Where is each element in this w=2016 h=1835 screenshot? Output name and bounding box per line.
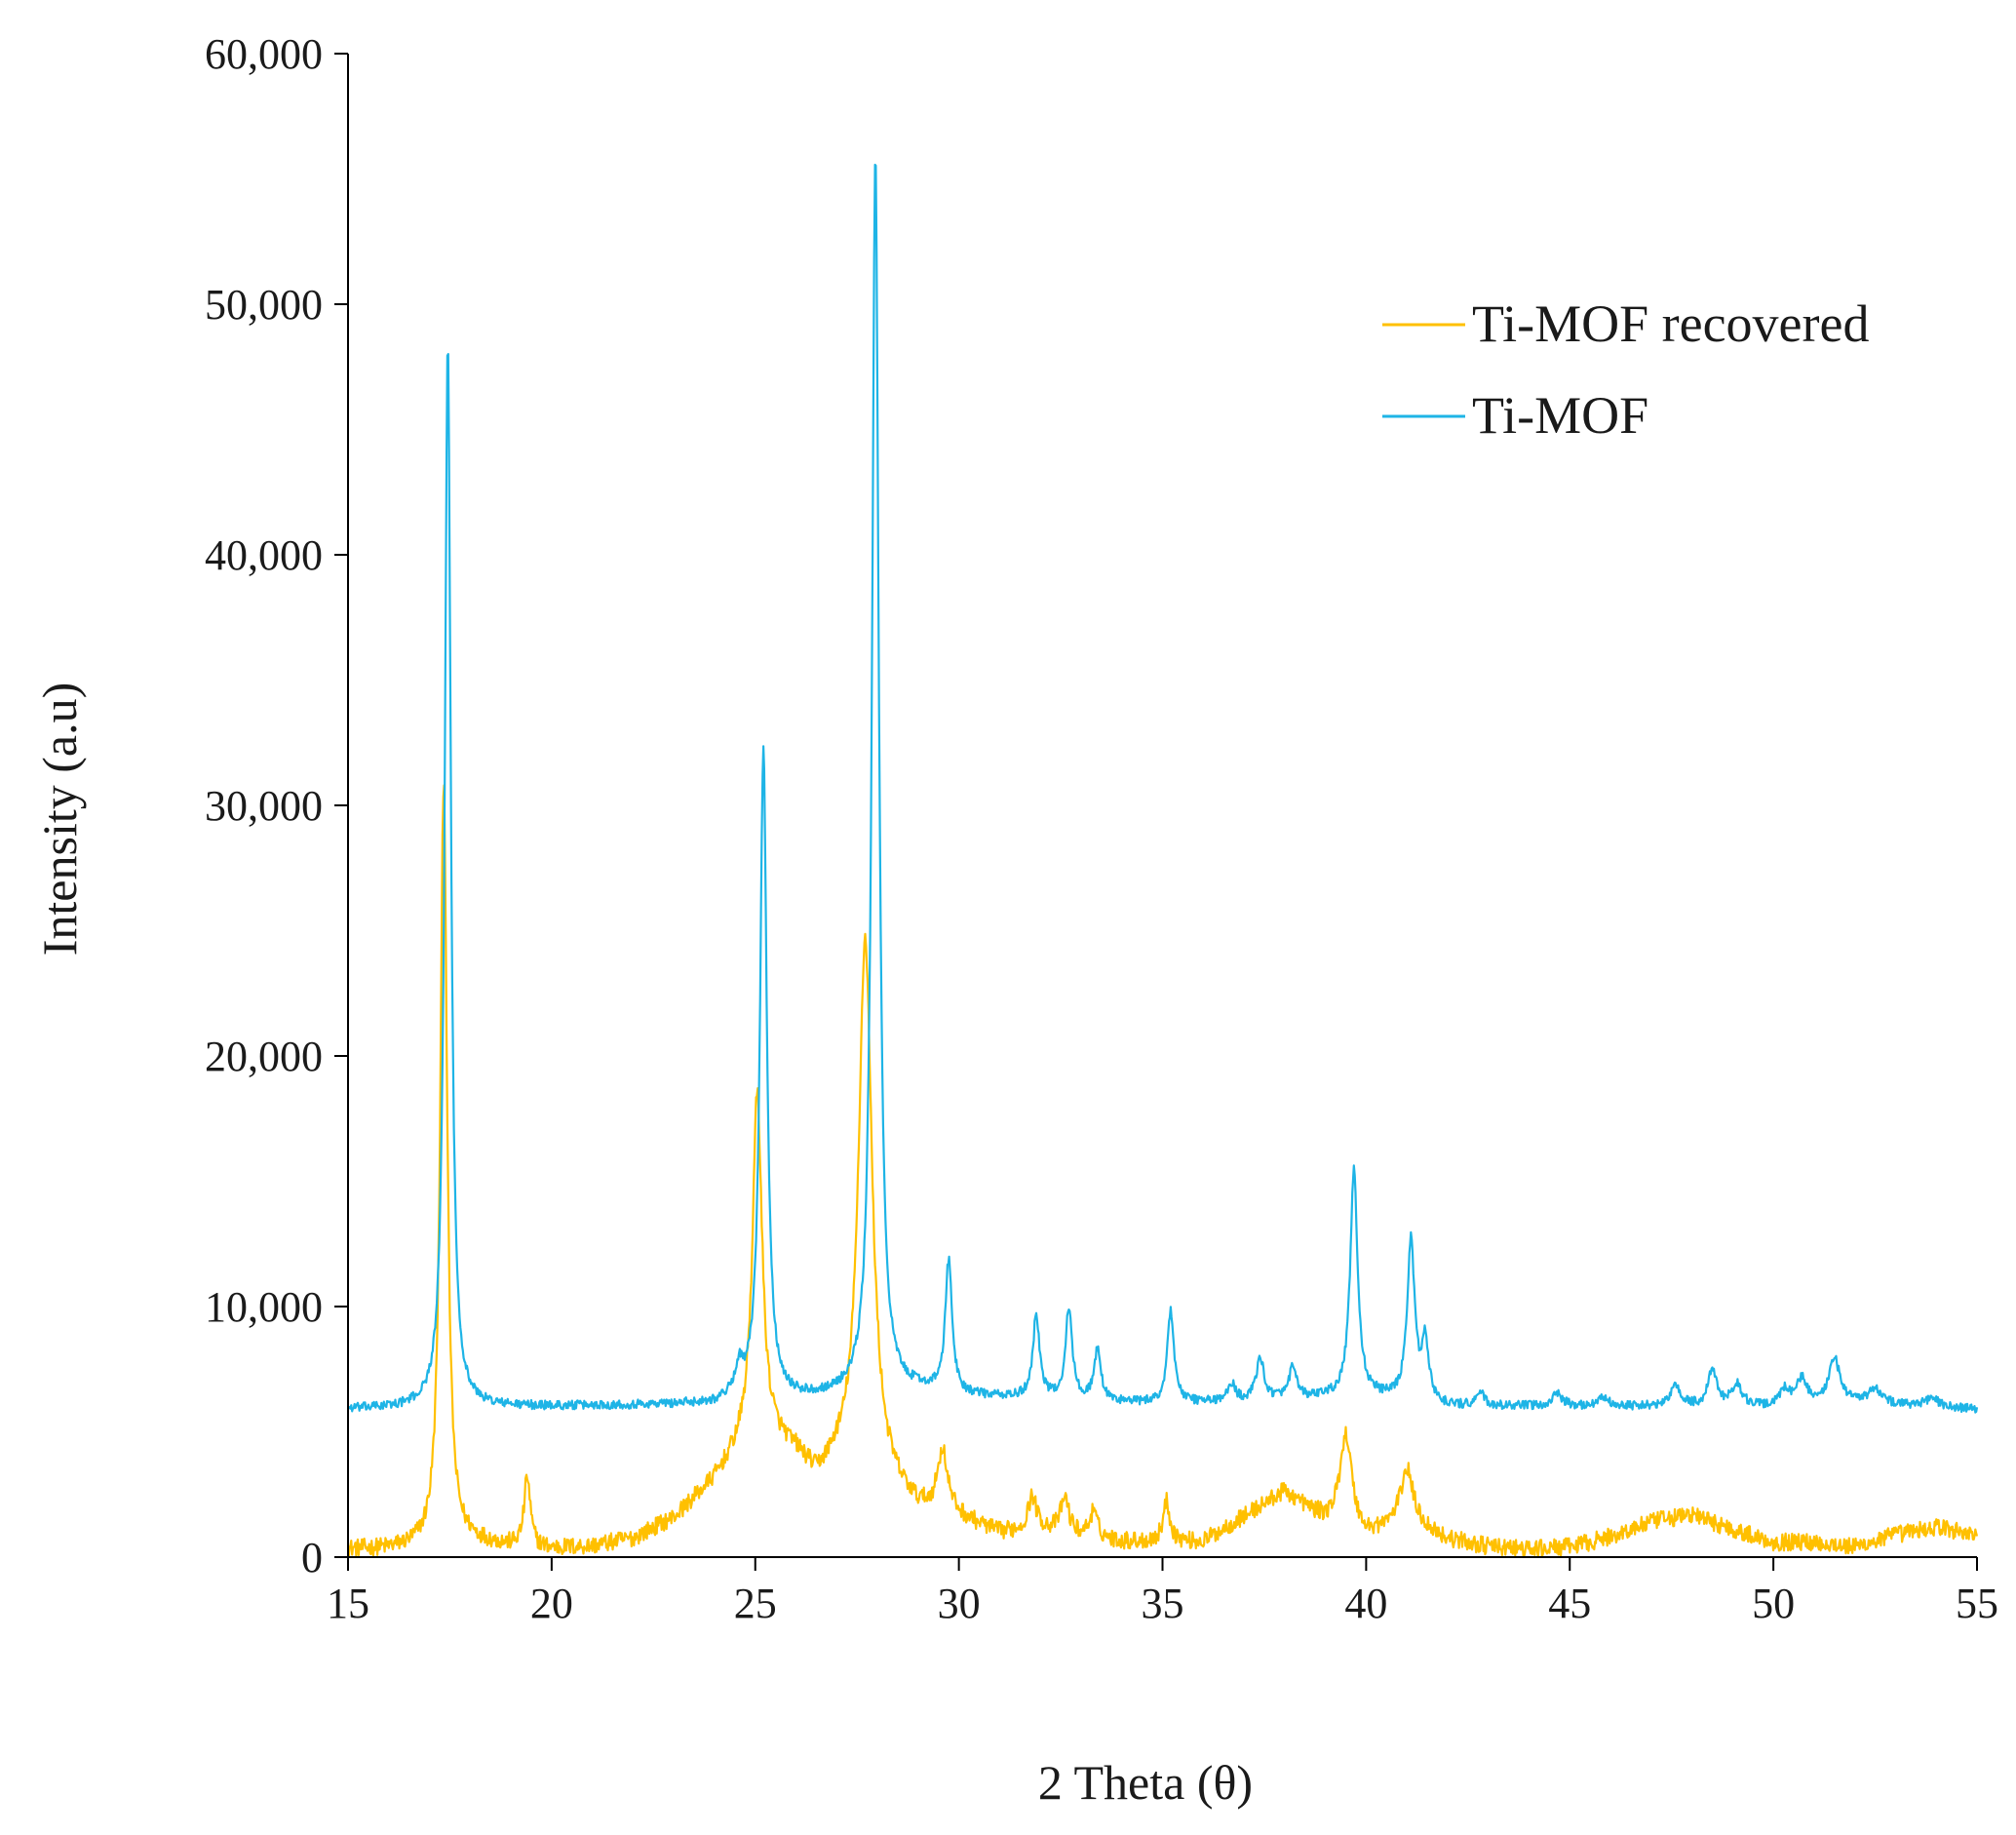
series-line-ti-mof-recovered <box>347 784 1979 1558</box>
legend-label-ti-mof: Ti-MOF <box>1472 386 1648 445</box>
x-tick-label: 25 <box>734 1580 777 1627</box>
x-ticks: 15 20 25 30 35 40 45 50 55 <box>327 1557 1998 1627</box>
y-tick-label: 50,000 <box>205 281 323 329</box>
y-tick-label: 60,000 <box>205 30 323 78</box>
x-tick-label: 45 <box>1548 1580 1591 1627</box>
x-tick-label: 20 <box>530 1580 573 1627</box>
x-axis-title: 2 Theta (θ) <box>1038 1755 1253 1810</box>
series-line-ti-mof <box>347 163 1979 1414</box>
axes-layer <box>347 54 1977 1558</box>
series-layer <box>347 163 1979 1558</box>
x-tick-label: 35 <box>1142 1580 1184 1627</box>
legend: Ti-MOF recovered Ti-MOF <box>1382 294 1869 445</box>
x-tick-label: 30 <box>938 1580 981 1627</box>
y-tick-label: 40,000 <box>205 531 323 579</box>
y-tick-label: 0 <box>301 1534 323 1581</box>
x-tick-label: 50 <box>1752 1580 1795 1627</box>
y-tick-label: 20,000 <box>205 1033 323 1080</box>
y-ticks: 0 10,000 20,000 30,000 40,000 50,000 60,000 <box>205 30 348 1581</box>
legend-label-ti-mof-recovered: Ti-MOF recovered <box>1472 294 1869 353</box>
x-tick-label: 40 <box>1344 1580 1387 1627</box>
y-axis-title: Intensity (a.u) <box>32 683 87 956</box>
x-tick-label: 55 <box>1956 1580 1998 1627</box>
y-tick-label: 10,000 <box>205 1283 323 1331</box>
y-tick-label: 30,000 <box>205 782 323 830</box>
x-tick-label: 15 <box>327 1580 369 1627</box>
